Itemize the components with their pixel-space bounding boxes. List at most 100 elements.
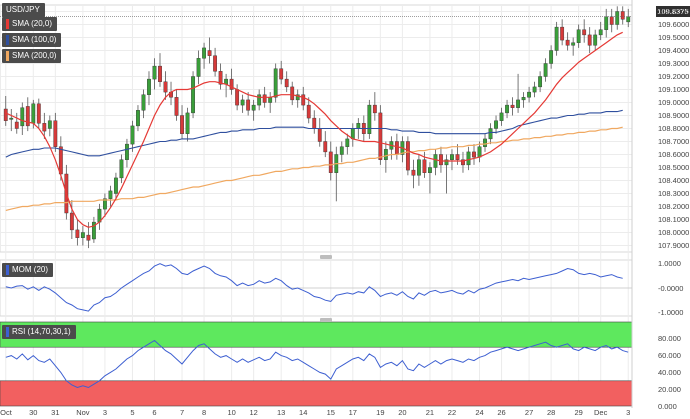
candle-body <box>483 138 487 147</box>
time-tick-label: 21 <box>425 408 435 417</box>
candle <box>251 99 256 121</box>
candle <box>152 58 157 90</box>
candle <box>554 21 559 56</box>
candle <box>301 86 306 111</box>
rsi-legend[interactable]: RSI (14,70,30,1) <box>2 325 76 339</box>
candle-body <box>174 97 179 116</box>
time-tick-label: 7 <box>179 408 185 417</box>
candle <box>80 226 85 246</box>
price-tick-label: 108.2000 <box>658 202 690 211</box>
time-tick-label: 31 <box>51 408 60 417</box>
price-tick-label: 109.5000 <box>658 33 690 42</box>
candle-body <box>609 16 614 25</box>
candle-body <box>251 104 256 111</box>
sma20-line <box>5 31 623 228</box>
candle-body <box>428 167 432 173</box>
candle <box>20 102 25 135</box>
price-tick-label: 109.3000 <box>658 59 690 68</box>
candle <box>367 99 372 139</box>
candle-body <box>152 65 157 80</box>
candle-body <box>383 149 388 160</box>
candle <box>422 151 427 178</box>
candle-body <box>367 104 372 134</box>
candle <box>306 97 311 124</box>
candle <box>284 71 289 93</box>
candle <box>191 71 195 119</box>
candle <box>130 120 135 152</box>
time-tick-label: 14 <box>299 408 308 417</box>
mom-legend[interactable]: MOM (20) <box>2 263 53 277</box>
panel-splitter-handle[interactable] <box>320 318 332 322</box>
candle-body <box>125 143 129 160</box>
candle-body <box>626 16 631 23</box>
rsi-line <box>5 339 629 389</box>
candle <box>499 107 504 126</box>
sma20-legend[interactable]: SMA (20,0) <box>2 17 58 31</box>
price-tick-label: 108.6000 <box>658 150 690 159</box>
rsi-panel[interactable] <box>0 321 633 407</box>
rsi-tick-label: 0.000 <box>658 401 677 411</box>
candle <box>372 92 377 121</box>
candle-body <box>565 39 570 46</box>
candle-body <box>69 212 74 231</box>
time-tick-label: 8 <box>201 408 207 417</box>
candle <box>488 123 493 145</box>
price-panel[interactable] <box>0 6 632 249</box>
candle-body <box>180 115 184 134</box>
candle-body <box>290 86 295 101</box>
candle-body <box>75 229 80 238</box>
candle-body <box>466 151 471 166</box>
candle <box>582 19 587 43</box>
panel-splitter-handle[interactable] <box>320 255 332 259</box>
candle <box>350 123 355 147</box>
price-tick-label: 108.8000 <box>658 124 690 133</box>
candle-body <box>53 120 58 147</box>
rsi-tick-label: 20.000 <box>658 384 681 394</box>
candle-body <box>317 128 322 142</box>
candle-body <box>141 94 146 111</box>
candle-body <box>20 107 25 127</box>
candle-body <box>191 76 195 114</box>
candle <box>114 172 118 200</box>
candle <box>9 109 14 132</box>
symbol-legend[interactable]: USD/JPY <box>2 3 45 17</box>
time-tick-label: 28 <box>546 408 556 417</box>
candle <box>163 71 168 100</box>
candle <box>147 71 151 106</box>
candle-body <box>86 234 91 241</box>
rsi-overbought-zone <box>0 321 633 348</box>
sma200-legend[interactable]: SMA (200,0) <box>2 49 62 63</box>
time-tick-label: 5 <box>130 408 135 417</box>
candle <box>323 131 328 158</box>
candle <box>14 112 19 134</box>
price-tick-label: 108.7000 <box>658 137 690 146</box>
candle <box>378 105 383 165</box>
candle-body <box>36 103 41 124</box>
candle <box>604 8 609 38</box>
candle <box>328 141 333 181</box>
price-tick-label: 109.0000 <box>658 98 690 107</box>
candle <box>75 219 80 246</box>
candle-body <box>114 177 118 194</box>
candle-body <box>47 120 52 129</box>
time-tick-label: 12 <box>249 408 258 417</box>
candle-body <box>91 221 96 240</box>
candle <box>615 6 620 30</box>
candle-body <box>554 26 559 51</box>
momentum-panel[interactable] <box>0 263 632 312</box>
candle-body <box>240 99 245 106</box>
candle <box>202 42 206 69</box>
candle-body <box>571 42 576 46</box>
time-tick-label: 17 <box>348 408 357 417</box>
candle <box>466 146 471 171</box>
candle <box>229 68 234 95</box>
time-tick-label: Oct <box>0 408 12 417</box>
price-tick-label: 108.4000 <box>658 176 690 185</box>
rsi-oversold-zone <box>0 380 633 407</box>
candle <box>103 193 107 217</box>
candle-body <box>488 128 493 140</box>
sma100-legend[interactable]: SMA (100,0) <box>2 33 62 47</box>
candle <box>405 136 410 176</box>
candle-body <box>202 47 206 59</box>
candle-body <box>328 151 333 173</box>
